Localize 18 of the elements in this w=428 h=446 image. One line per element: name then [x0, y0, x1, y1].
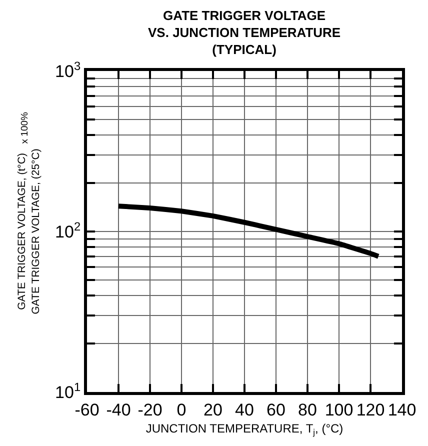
x-tick-label: 80 [298, 400, 317, 420]
x-tick-label: 20 [204, 400, 222, 420]
y-tick-label: 10$^{2}$ [55, 219, 81, 242]
y-tick-label: 10$^{3}$ [55, 58, 81, 81]
y-tick-label: 10$^{1}$ [55, 380, 81, 402]
text: x 100% [20, 111, 31, 144]
x-tick-label: 40 [235, 400, 254, 420]
x-tick-label: 100 [324, 400, 354, 420]
x-tick-label: 120 [356, 400, 385, 420]
x-axis-title: JUNCTION TEMPERATURE, T$_{j}$, (°C) [146, 421, 344, 437]
x-tick-label: 60 [266, 400, 286, 420]
chart-title: GATE TRIGGER VOLTAGE VS. JUNCTION TEMPERATURE (TYPICAL) [148, 8, 341, 57]
y-axis-title: GATE TRIGGER VOLTAGE, (t°C) GATE TRIGGER VOLTAGE, (25°C) [16, 148, 42, 314]
x-tick-label: 0 [176, 400, 186, 420]
x-tick-label: -20 [138, 400, 162, 420]
x-tick-label: 140 [388, 400, 416, 420]
x-tick-label: -60 [74, 400, 100, 420]
x-tick-label: -40 [106, 400, 131, 420]
